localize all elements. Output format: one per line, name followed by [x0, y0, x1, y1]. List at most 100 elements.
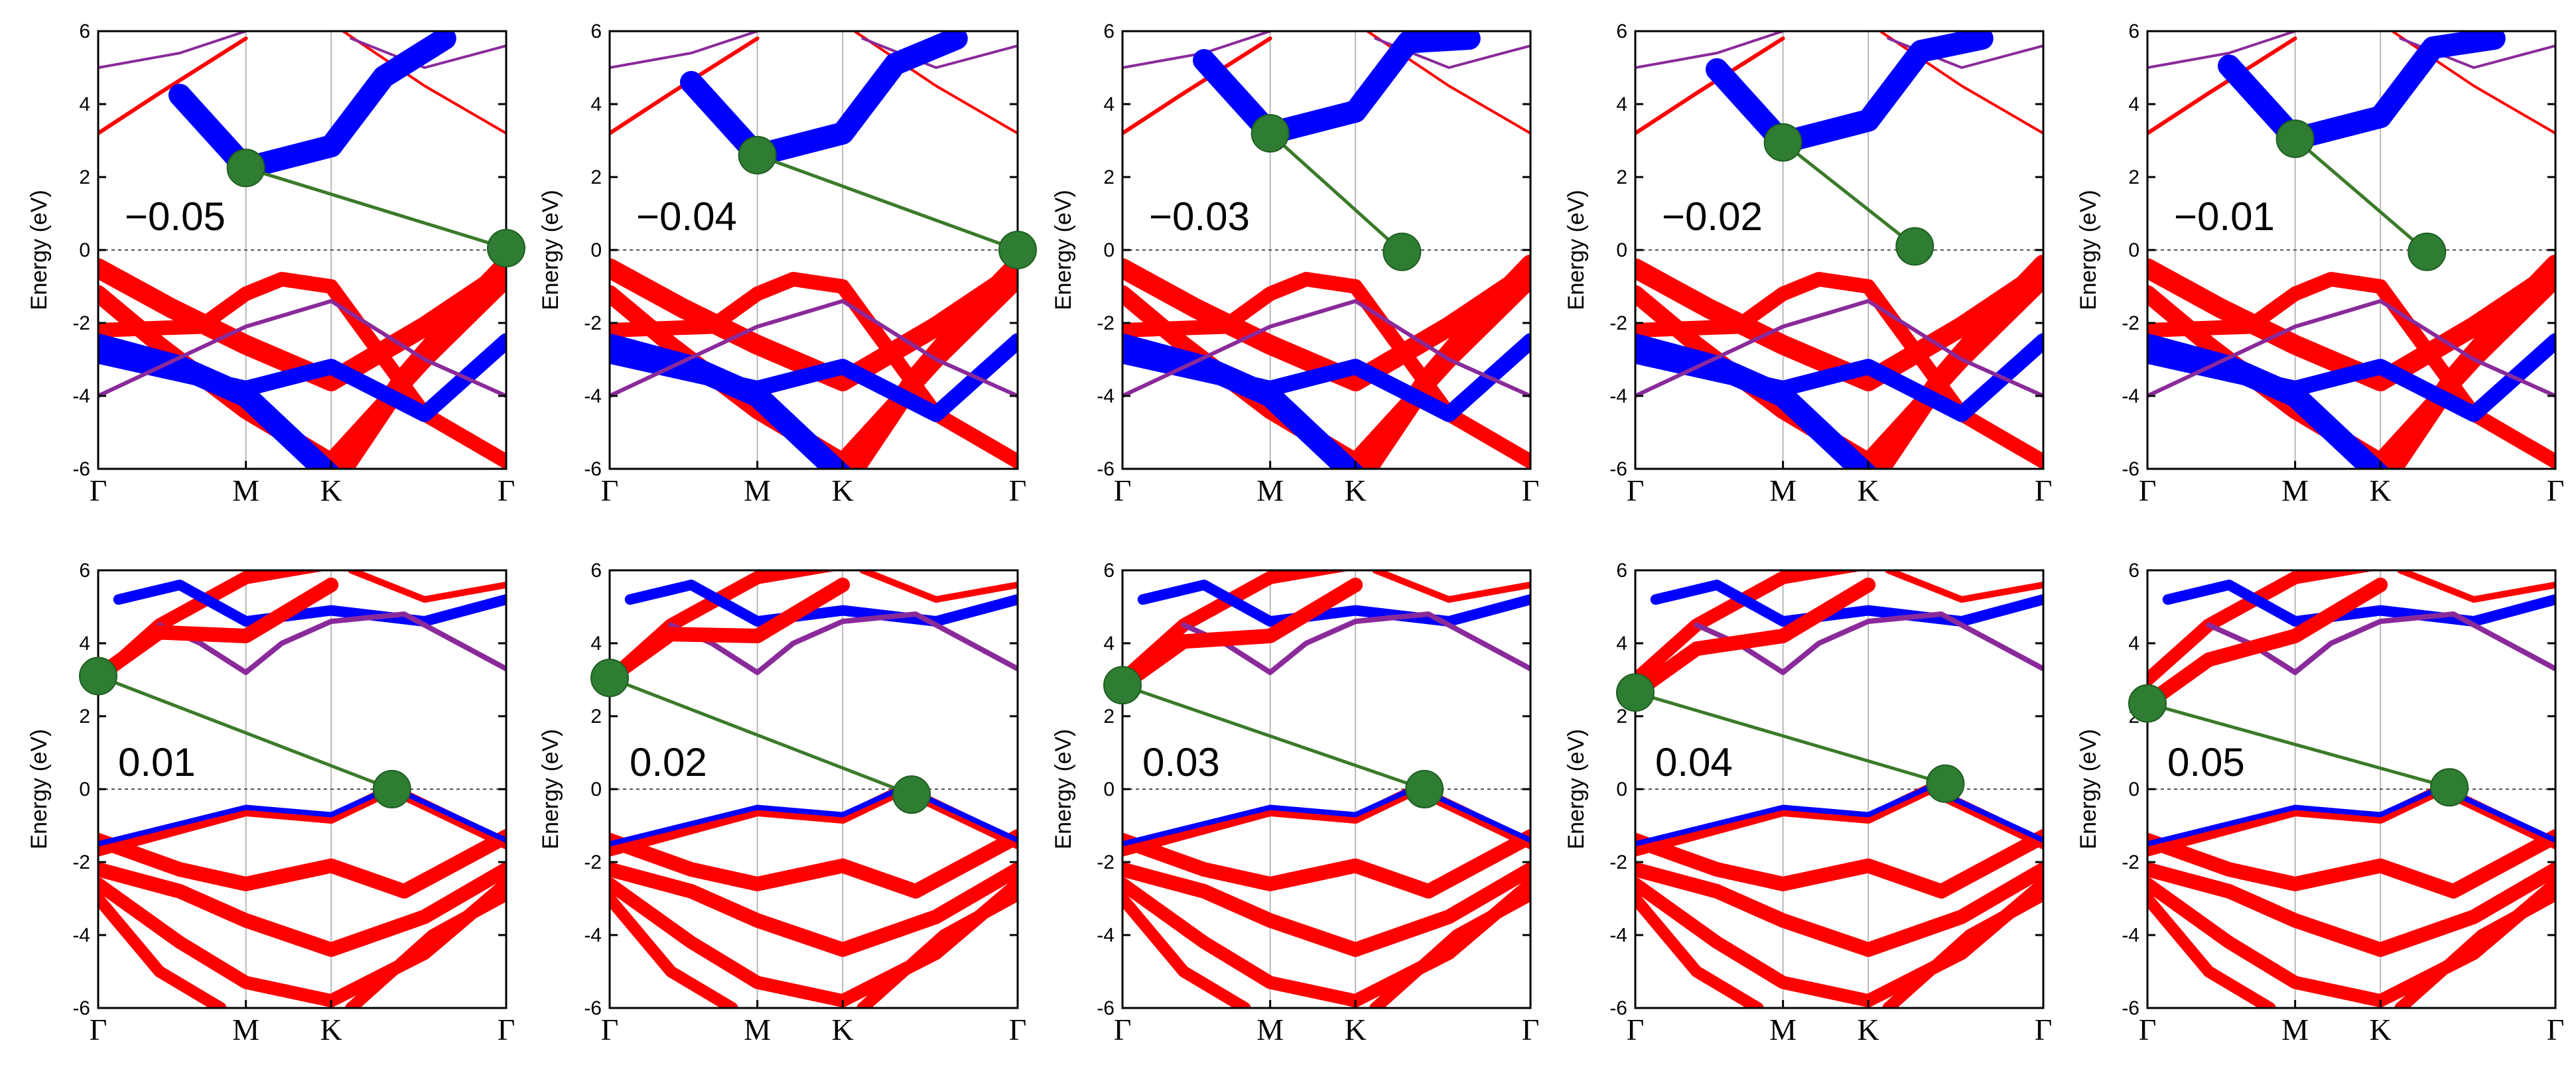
- y-tick-label: -2: [2122, 851, 2139, 873]
- band-line: [157, 611, 506, 675]
- y-tick-label: -4: [72, 385, 90, 407]
- y-tick-label: -6: [2122, 458, 2139, 480]
- band-line: [1122, 893, 1251, 1008]
- conduction-band: [169, 31, 456, 180]
- x-tick-label: Γ: [498, 1013, 515, 1046]
- cbm-marker: [79, 657, 117, 696]
- y-tick-label: 6: [1616, 21, 1627, 42]
- vbm-marker: [2430, 768, 2469, 807]
- x-tick-label: Γ: [601, 473, 619, 507]
- strain-label: −0.03: [1149, 194, 1250, 239]
- band-line: [1635, 784, 2043, 857]
- y-tick-label: -2: [584, 312, 602, 334]
- y-tick-label: -6: [584, 997, 602, 1019]
- y-tick-label: 2: [590, 706, 602, 727]
- x-tick-label: K: [832, 473, 854, 507]
- conduction-band: [1706, 31, 1994, 154]
- y-axis-label: Energy (eV): [27, 729, 52, 849]
- band-line: [345, 889, 506, 1008]
- x-tick-label: K: [2370, 473, 2392, 507]
- cbm-marker: [226, 149, 265, 188]
- y-axis-label: Energy (eV): [2076, 729, 2101, 849]
- vbm-marker: [2407, 232, 2447, 271]
- band-line: [1635, 862, 2043, 957]
- conduction-band: [1193, 31, 1481, 145]
- conduction-band: [610, 578, 850, 686]
- x-tick-label: Γ: [1009, 473, 1027, 507]
- y-tick-label: -6: [2122, 997, 2139, 1019]
- y-axis-label: Energy (eV): [538, 190, 563, 310]
- band-line: [1885, 570, 2043, 603]
- y-axis-label: Energy (eV): [1051, 729, 1076, 849]
- y-tick-label: -6: [1609, 997, 1627, 1019]
- x-tick-label: Γ: [2035, 1013, 2053, 1046]
- band-line: [98, 893, 227, 1008]
- band-line: [610, 299, 1018, 398]
- y-tick-label: 2: [1103, 706, 1115, 727]
- y-tick-label: -2: [72, 312, 90, 334]
- band-line: [1635, 877, 2043, 1007]
- strain-label: 0.03: [1142, 740, 1220, 785]
- x-tick-label: K: [2370, 1013, 2392, 1046]
- vbm-marker: [487, 229, 525, 268]
- band-line: [1635, 36, 1785, 135]
- y-tick-label: -2: [1097, 851, 1115, 873]
- x-tick-label: Γ: [1627, 473, 1645, 507]
- vbm-marker: [372, 770, 411, 808]
- x-tick-label: Γ: [1522, 1013, 1540, 1046]
- y-tick-label: -6: [1097, 458, 1115, 480]
- strain-label: 0.01: [118, 740, 196, 785]
- y-tick-label: -2: [1609, 312, 1627, 334]
- y-tick-label: 4: [2128, 633, 2139, 655]
- cbm-marker: [1251, 114, 1290, 153]
- band-line: [1369, 889, 1530, 1008]
- y-tick-label: 6: [1616, 560, 1627, 582]
- y-tick-label: 4: [1616, 633, 1627, 655]
- conduction-band: [98, 578, 339, 684]
- x-tick-label: K: [832, 1013, 854, 1046]
- band-line: [2147, 829, 2555, 899]
- y-tick-label: 0: [1616, 239, 1627, 261]
- y-axis-label: Energy (eV): [27, 190, 52, 310]
- y-tick-label: -6: [1609, 458, 1627, 480]
- band-line: [348, 570, 506, 603]
- band-line: [1122, 829, 1530, 899]
- band-line: [1635, 829, 2043, 899]
- x-tick-label: Γ: [2139, 473, 2157, 507]
- y-axis-label: Energy (eV): [538, 729, 563, 849]
- band-line: [610, 570, 840, 686]
- x-tick-label: Γ: [2547, 473, 2565, 507]
- y-tick-label: 0: [590, 239, 602, 261]
- transition-line: [2294, 137, 2428, 253]
- y-axis-label: Energy (eV): [1564, 190, 1589, 310]
- y-tick-label: 6: [2128, 21, 2139, 42]
- bands: [2147, 31, 2555, 469]
- y-tick-label: -4: [1609, 924, 1627, 946]
- x-tick-label: Γ: [498, 473, 515, 507]
- band-line: [2397, 570, 2555, 603]
- x-tick-label: Γ: [1114, 473, 1132, 507]
- y-tick-label: 4: [590, 94, 602, 115]
- y-tick-label: 0: [1103, 779, 1115, 800]
- y-tick-label: -4: [1609, 385, 1627, 407]
- y-tick-label: 6: [1103, 560, 1115, 582]
- x-tick-label: M: [1256, 1013, 1284, 1046]
- x-tick-label: M: [1769, 473, 1796, 507]
- x-tick-label: M: [2281, 1013, 2309, 1046]
- band-line: [1635, 299, 2043, 398]
- y-tick-label: 0: [2128, 239, 2139, 261]
- conduction-band: [2147, 578, 2388, 711]
- band-line: [98, 784, 506, 857]
- bands: [1635, 31, 2043, 469]
- x-tick-label: M: [1256, 473, 1284, 507]
- y-tick-label: 6: [2128, 560, 2139, 582]
- transition-line: [1268, 132, 1403, 253]
- transition-line: [1635, 690, 1946, 786]
- x-tick-label: Γ: [1009, 1013, 1027, 1046]
- band-line: [333, 255, 506, 469]
- y-tick-label: -2: [1097, 312, 1115, 334]
- band-line: [98, 31, 247, 69]
- band-line: [1122, 785, 1530, 847]
- y-tick-label: 6: [590, 21, 602, 42]
- panel: -6 -4 -2 0 2 4 6 Γ M K Γ Energy (eV) 0.01: [27, 560, 515, 1046]
